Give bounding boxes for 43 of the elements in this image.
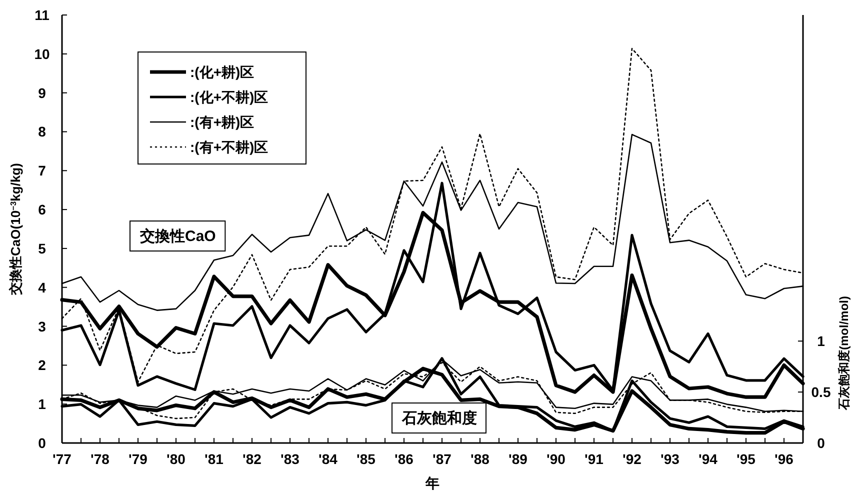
y2-tick-label: 1: [817, 333, 826, 350]
legend-label: :(有+不耕)区: [190, 139, 268, 155]
y2-tick-label: 0.5: [811, 384, 831, 400]
x-tick-label: '90: [546, 451, 566, 467]
y-tick-label: 4: [38, 279, 46, 296]
x-tick-label: '78: [90, 451, 110, 467]
x-tick-label: '89: [508, 451, 528, 467]
y2-axis-title: 石灰飽和度(mol/mol): [837, 296, 851, 411]
y-tick-label: 5: [38, 240, 46, 256]
x-tick-label: '88: [470, 451, 490, 467]
x-tick-label: '93: [660, 451, 680, 467]
x-tick-label: '79: [128, 451, 148, 467]
y-tick-label: 6: [38, 202, 46, 218]
y-tick-label: 2: [38, 357, 46, 374]
x-tick-label: '87: [432, 451, 452, 467]
x-tick-label: '96: [774, 451, 794, 467]
annotation: 石灰飽和度: [401, 409, 477, 427]
x-tick-label: '85: [356, 451, 376, 467]
y-tick-label: 1: [38, 396, 46, 412]
y-tick-label: 3: [38, 318, 46, 334]
x-tick-label: '83: [280, 451, 300, 467]
legend-label: :(有+耕)区: [190, 114, 254, 130]
x-axis-title: 年: [424, 475, 440, 491]
legend-label: :(化+耕)区: [190, 64, 254, 80]
y-tick-label: 8: [38, 124, 46, 140]
legend-label: :(化+不耕)区: [190, 89, 268, 105]
x-tick-label: '82: [242, 451, 262, 467]
y-tick-label: 9: [38, 84, 46, 101]
x-tick-label: '92: [622, 451, 642, 467]
x-tick-label: '84: [318, 451, 338, 467]
x-tick-label: '86: [394, 451, 414, 467]
annotation: 交換性CaO: [139, 227, 216, 245]
x-tick-label: '94: [698, 451, 718, 467]
x-tick-label: '95: [736, 451, 756, 467]
x-tick-label: '80: [166, 451, 186, 467]
y-tick-label: 0: [38, 435, 46, 451]
x-tick-label: '81: [204, 451, 224, 467]
y-tick-label: 7: [38, 162, 46, 179]
y2-tick-label: 0: [817, 435, 826, 451]
y-tick-label: 10: [34, 46, 50, 62]
y-tick-label: 11: [34, 7, 50, 23]
x-tick-label: '91: [584, 451, 604, 467]
x-tick-label: '77: [52, 451, 72, 467]
